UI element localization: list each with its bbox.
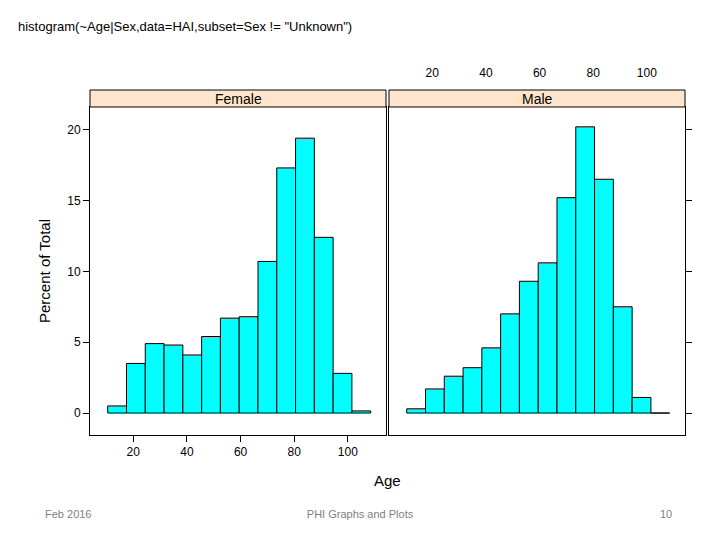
svg-text:20: 20 [67, 123, 81, 137]
svg-text:20: 20 [426, 66, 440, 80]
svg-text:40: 40 [479, 66, 493, 80]
html-text:histogram(~Age|Sex,data=HAI,su: histogram(~Age|Sex,data=HAI,subset=Sex !… [18, 19, 353, 34]
html-text:PHI Graphs and Plots: PHI Graphs and Plots [306, 508, 414, 520]
svg-text:60: 60 [533, 66, 547, 80]
svg-text:20: 20 [127, 445, 141, 459]
svg-text:Age: Age [374, 472, 401, 489]
svg-text:Female: Female [215, 91, 262, 107]
html-text:Feb 2016: Feb 2016 [45, 508, 92, 520]
svg-text:100: 100 [637, 66, 657, 80]
svg-text:5: 5 [74, 335, 81, 349]
svg-text:40: 40 [180, 445, 194, 459]
html-text:10: 10 [660, 508, 673, 520]
svg-text:Male: Male [522, 91, 553, 107]
svg-text:10: 10 [67, 265, 81, 279]
svg-text:Percent of Total: Percent of Total [36, 219, 53, 323]
svg-text:100: 100 [338, 445, 358, 459]
svg-text:0: 0 [74, 406, 81, 420]
svg-text:60: 60 [234, 445, 248, 459]
svg-text:80: 80 [587, 66, 601, 80]
svg-text:15: 15 [67, 194, 81, 208]
svg-text:80: 80 [288, 445, 302, 459]
